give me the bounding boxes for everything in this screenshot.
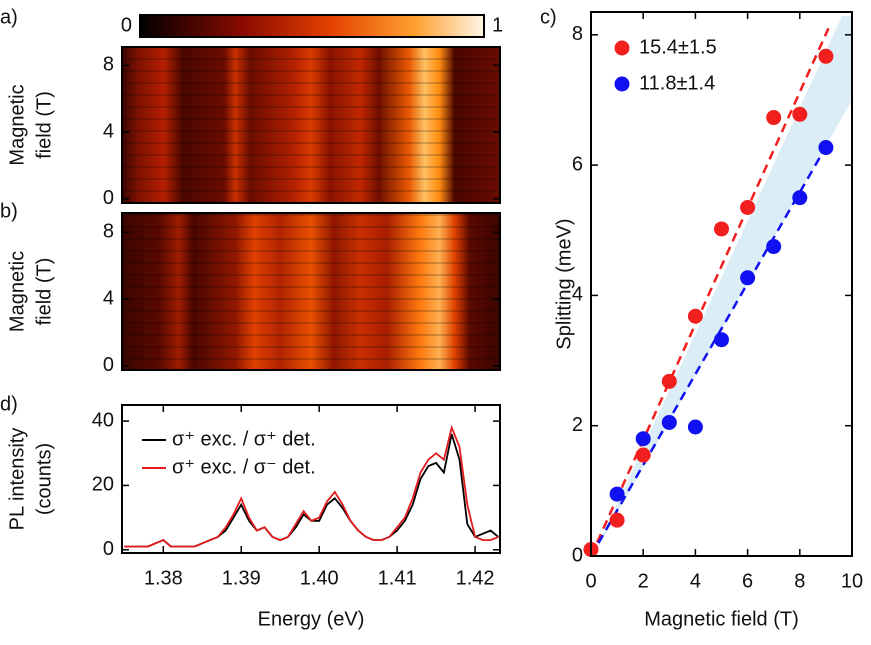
data-point — [661, 373, 677, 389]
y-tick-label: 0 — [572, 544, 583, 566]
data-point — [818, 48, 834, 64]
y-tick-label: 4 — [572, 284, 583, 306]
x-tick-label: 8 — [794, 570, 805, 592]
x-tick-label: 4 — [690, 570, 701, 592]
x-axis-label: Energy (eV) — [258, 608, 365, 630]
data-point — [635, 447, 651, 463]
data-point — [766, 239, 782, 255]
x-axis-label: Magnetic field (T) — [644, 608, 799, 630]
fit-line — [589, 141, 830, 557]
y-tick-label: 4 — [103, 287, 114, 309]
y-axis-label: Splitting (meV) — [553, 218, 575, 349]
x-tick-label: 10 — [841, 570, 863, 592]
y-tick-label: 8 — [103, 220, 114, 242]
data-point — [687, 308, 703, 324]
data-point — [714, 332, 729, 348]
legend-label: σ⁺ exc. / σ⁺ det. — [172, 428, 316, 450]
spectrum-line — [124, 433, 499, 548]
y-tick-label: 0 — [103, 354, 114, 376]
panel-label: a) — [0, 6, 18, 28]
data-point — [687, 419, 703, 435]
legend-marker — [614, 76, 630, 92]
data-point — [766, 110, 782, 126]
colorbar-gradient — [140, 15, 484, 37]
y-axis-label: field (T) — [33, 91, 55, 159]
y-axis-label: field (T) — [33, 258, 55, 326]
data-point — [740, 199, 756, 215]
panel-label: b) — [0, 200, 18, 222]
y-tick-label: 2 — [572, 414, 583, 436]
y-tick-label: 6 — [572, 153, 583, 175]
x-tick-label: 6 — [742, 570, 753, 592]
data-point — [714, 221, 729, 237]
y-tick-label: 0 — [103, 187, 114, 209]
y-tick-label: 4 — [103, 120, 114, 142]
y-axis-label: Magnetic — [6, 251, 28, 332]
x-tick-label: 1.39 — [222, 567, 261, 589]
heatmap-banding — [122, 213, 500, 370]
data-point — [818, 140, 834, 156]
y-axis-label: (counts) — [33, 443, 55, 515]
y-axis-label: PL intensity — [6, 428, 28, 531]
data-point — [635, 431, 651, 447]
x-tick-label: 1.38 — [144, 567, 183, 589]
legend-label: 11.8±1.4 — [639, 72, 715, 94]
confidence-band — [593, 16, 852, 556]
y-tick-label: 40 — [92, 409, 114, 431]
colorbar-tick-label: 1 — [492, 14, 503, 36]
x-tick-label: 0 — [585, 570, 596, 592]
data-point — [792, 106, 808, 122]
legend-marker — [614, 40, 630, 56]
frame — [121, 46, 501, 204]
legend-label: σ⁺ exc. / σ⁻ det. — [172, 456, 316, 478]
x-tick-label: 1.42 — [456, 567, 495, 589]
frame — [121, 404, 501, 554]
x-tick-label: 1.40 — [300, 567, 339, 589]
data-point — [609, 486, 625, 502]
heatmap-banding — [122, 47, 500, 203]
fit-line — [589, 27, 830, 557]
frame — [590, 11, 853, 557]
y-axis-label: Magnetic — [6, 84, 28, 165]
y-tick-label: 0 — [103, 538, 114, 560]
frame — [121, 212, 501, 371]
x-tick-label: 1.41 — [378, 567, 417, 589]
legend-label: 15.4±1.5 — [639, 36, 717, 58]
y-tick-label: 8 — [572, 23, 583, 45]
panel-label: d) — [0, 393, 18, 415]
y-tick-label: 20 — [92, 474, 114, 496]
y-tick-label: 8 — [103, 54, 114, 76]
colorbar-tick-label: 0 — [121, 14, 132, 36]
frame — [139, 14, 485, 38]
x-tick-label: 2 — [638, 570, 649, 592]
panel-label: c) — [540, 6, 557, 28]
data-point — [609, 512, 625, 528]
data-point — [792, 190, 808, 206]
data-point — [740, 270, 756, 286]
spectrum-line — [124, 424, 499, 548]
data-point — [661, 414, 677, 430]
